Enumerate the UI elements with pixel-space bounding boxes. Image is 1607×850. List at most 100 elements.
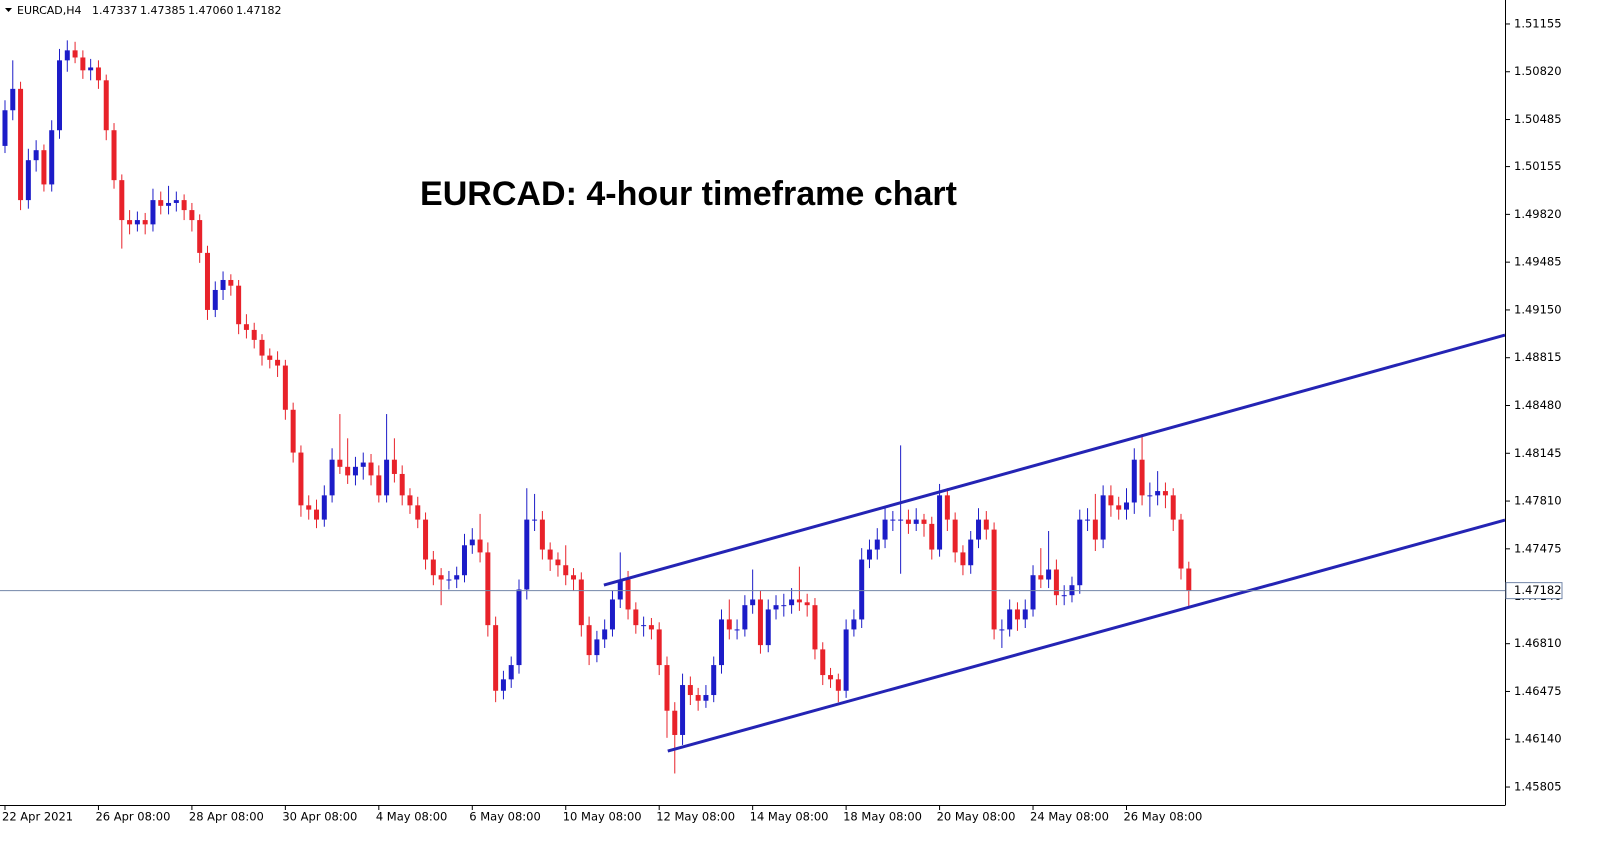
candle-body [508, 665, 514, 680]
candle-body [454, 575, 460, 580]
price-tag-label: 1.47182 [1514, 583, 1562, 597]
candle-body [166, 202, 172, 206]
candle-body [181, 200, 187, 211]
candle-body [944, 495, 950, 520]
candle-body [1131, 459, 1137, 503]
x-tick-label: 24 May 08:00 [1030, 810, 1109, 824]
candle-body [563, 565, 569, 576]
candle-body [111, 130, 117, 181]
candle-body [820, 649, 826, 676]
candle-body [430, 559, 436, 576]
candle-body [1053, 569, 1059, 596]
candle-body [843, 629, 849, 691]
candle-body [539, 519, 545, 550]
y-tick-label: 1.46140 [1514, 732, 1562, 746]
candle-body [937, 495, 943, 550]
x-tick-label: 10 May 08:00 [563, 810, 642, 824]
candle-body [352, 466, 358, 476]
candle-body [329, 459, 335, 496]
candle-body [921, 519, 927, 524]
ohlc-close: 1.47182 [236, 4, 282, 17]
menu-arrow[interactable] [5, 8, 12, 12]
candle-body [33, 150, 39, 161]
y-tick-label: 1.46475 [1514, 684, 1562, 698]
candle-body [812, 605, 818, 650]
candle-body [220, 279, 226, 290]
candle-body [485, 552, 491, 626]
candle-body [594, 639, 600, 656]
candle-body [345, 466, 351, 476]
trend-line [667, 518, 1506, 753]
candle-body [828, 675, 834, 680]
candle-body [228, 279, 234, 286]
candle-body [321, 495, 327, 520]
candle-body [2, 110, 8, 146]
candle-body [859, 559, 865, 620]
candle-body [282, 365, 288, 410]
x-tick-label: 4 May 08:00 [376, 810, 448, 824]
candle-body [633, 609, 639, 626]
candle-body [742, 605, 748, 630]
candle-body [789, 599, 795, 606]
candle-body [1014, 609, 1020, 620]
candle-body [251, 329, 257, 340]
symbol-label: EURCAD,H4 [17, 4, 82, 17]
x-tick-label: 14 May 08:00 [750, 810, 829, 824]
y-tick-label: 1.45805 [1514, 780, 1562, 794]
candle-body [368, 462, 374, 476]
x-tick-label: 26 May 08:00 [1123, 810, 1202, 824]
candle-body [905, 519, 911, 524]
candle-body [796, 599, 802, 603]
plot [0, 40, 1506, 774]
candle-body [929, 523, 935, 550]
candle-body [1007, 609, 1013, 630]
candle-body [41, 150, 47, 185]
candle-body [49, 130, 55, 185]
candle-body [991, 529, 997, 630]
candle-body [1092, 519, 1098, 540]
candle-body [18, 88, 24, 201]
x-tick-label: 6 May 08:00 [469, 810, 541, 824]
y-tick-label: 1.49150 [1514, 302, 1562, 316]
candle-body [150, 200, 156, 225]
candle-body [1186, 568, 1192, 591]
candle-body [134, 220, 140, 225]
candle-body [656, 629, 662, 666]
candle-body [1108, 495, 1114, 506]
x-tick-label: 28 Apr 08:00 [189, 810, 264, 824]
candle-body [602, 629, 608, 640]
candle-body [189, 210, 195, 221]
candle-body [757, 599, 763, 646]
candle-body [734, 629, 740, 631]
candle-body [119, 180, 125, 221]
y-tick-label: 1.50485 [1514, 112, 1562, 126]
candle-body [399, 473, 405, 496]
candle-body [407, 495, 413, 506]
ohlc-high: 1.47385 [140, 4, 186, 17]
candle-body [617, 579, 623, 600]
candle-body [415, 505, 421, 520]
candle-body [423, 519, 429, 560]
candle-body [25, 160, 31, 201]
candle-body [1100, 495, 1106, 540]
candle-body [750, 599, 756, 606]
candle-body [243, 324, 249, 330]
candle-body [306, 505, 312, 510]
candle-body [259, 339, 265, 356]
candle-body [711, 665, 717, 696]
candle-body [204, 252, 210, 310]
candle-body [835, 679, 841, 691]
candle-body [314, 509, 320, 520]
x-tick-label: 18 May 08:00 [843, 810, 922, 824]
candle-body [1038, 575, 1044, 580]
candle-body [477, 539, 483, 553]
candle-body [376, 475, 382, 496]
y-tick-label: 1.49485 [1514, 255, 1562, 269]
candle-body [391, 459, 397, 474]
ohlc-open: 1.47337 [92, 4, 138, 17]
candle-body [516, 589, 522, 666]
candle-body [571, 575, 577, 580]
